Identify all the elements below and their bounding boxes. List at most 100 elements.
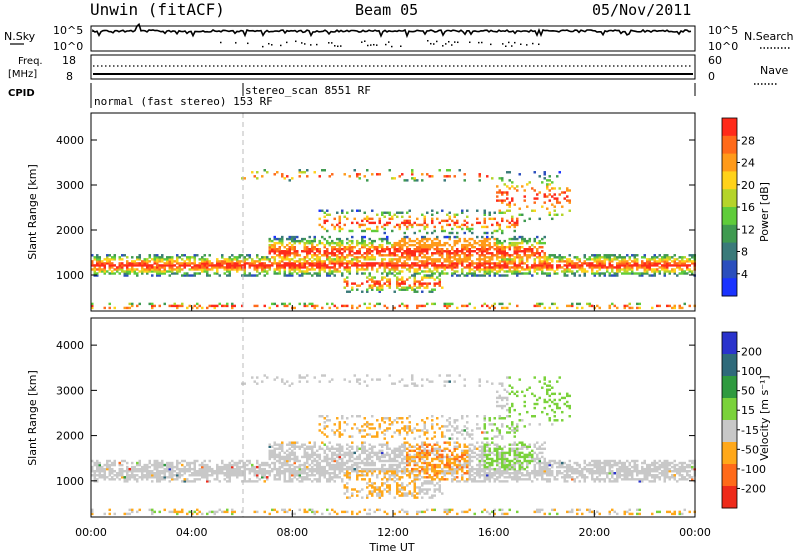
- velocity-cell: [303, 443, 306, 446]
- velocity-cell: [341, 447, 344, 451]
- power-cell: [418, 243, 421, 247]
- power-cell: [423, 227, 426, 231]
- velocity-cell: [351, 435, 354, 438]
- velocity-cell: [303, 467, 306, 471]
- velocity-cell: [351, 459, 354, 463]
- power-cell: [468, 241, 471, 245]
- velocity-cell: [156, 463, 159, 467]
- velocity-cell: [283, 478, 286, 481]
- velocity-cell: [298, 374, 301, 377]
- power-cell: [411, 286, 414, 289]
- velocity-cell: [288, 384, 291, 387]
- power-cell: [211, 262, 214, 265]
- power-cell: [401, 239, 404, 243]
- power-cell: [628, 272, 631, 275]
- velocity-cell: [126, 474, 129, 477]
- power-cell: [301, 272, 304, 275]
- power-cell: [373, 248, 376, 251]
- velocity-cell: [413, 467, 416, 471]
- power-cell: [493, 211, 496, 214]
- power-cell: [448, 262, 451, 265]
- velocity-cell: [378, 457, 381, 461]
- power-cell: [483, 231, 486, 235]
- power-cell: [673, 268, 676, 271]
- velocity-cell: [201, 465, 204, 469]
- power-cell: [541, 205, 544, 208]
- power-cell: [603, 254, 606, 257]
- velocity-cell: [341, 461, 344, 465]
- power-cell: [238, 266, 241, 269]
- power-cell: [666, 262, 669, 265]
- power-cell: [511, 241, 514, 245]
- velocity-cell: [256, 474, 259, 477]
- figure-title: Unwin (fitACF): [90, 0, 225, 19]
- power-cell: [413, 252, 416, 255]
- power-cell: [361, 241, 364, 245]
- power-cell: [458, 225, 461, 229]
- power-cell: [516, 274, 519, 277]
- power-cell: [376, 245, 379, 249]
- power-cell: [503, 248, 506, 251]
- power-cell: [388, 286, 391, 289]
- power-cell: [436, 252, 439, 255]
- velocity-cell: [276, 376, 279, 379]
- velocity-cell: [326, 463, 329, 467]
- velocity-cell: [316, 467, 319, 471]
- power-cell: [533, 189, 536, 192]
- velocity-cell: [351, 469, 354, 473]
- power-cell: [323, 252, 326, 255]
- velocity-cell: [431, 380, 434, 383]
- power-cell: [206, 260, 209, 263]
- velocity-cell: [113, 512, 116, 516]
- velocity-cell: [286, 463, 289, 467]
- power-cell: [483, 239, 486, 243]
- power-cell: [406, 179, 409, 182]
- power-cell: [621, 262, 624, 265]
- power-cell: [366, 243, 369, 247]
- power-cell: [471, 245, 474, 249]
- power-cell: [358, 304, 361, 308]
- power-cell: [136, 262, 139, 265]
- velocity-cell: [253, 510, 256, 514]
- power-cell: [268, 264, 271, 267]
- power-cell: [553, 256, 556, 259]
- power-cell: [601, 266, 604, 269]
- power-cell: [311, 302, 314, 306]
- power-cell: [648, 266, 651, 269]
- power-cell: [403, 243, 406, 247]
- velocity-cell: [421, 378, 424, 381]
- power-cell: [398, 245, 401, 249]
- power-cell: [356, 209, 359, 212]
- power-cell: [418, 280, 421, 283]
- velocity-cell: [433, 478, 436, 481]
- power-cell: [576, 302, 579, 306]
- power-cell: [448, 252, 451, 255]
- power-cell: [578, 258, 581, 261]
- power-cell: [353, 262, 356, 265]
- power-cell: [441, 286, 444, 289]
- velocity-cell: [371, 378, 374, 381]
- power-cell: [653, 254, 656, 257]
- power-cell: [348, 248, 351, 251]
- velocity-cell: [401, 469, 404, 473]
- power-cell: [298, 169, 301, 172]
- power-cell: [338, 221, 341, 225]
- power-cell: [476, 258, 479, 261]
- power-cell: [606, 268, 609, 271]
- power-cell: [468, 256, 471, 259]
- velocity-cell: [176, 474, 179, 477]
- power-cell: [441, 248, 444, 251]
- power-cell: [488, 266, 491, 269]
- velocity-cell: [171, 469, 174, 473]
- velocity-cell: [441, 467, 444, 471]
- velocity-cell: [201, 461, 204, 465]
- power-cell: [453, 270, 456, 273]
- power-cell: [421, 270, 424, 273]
- power-cell: [556, 266, 559, 269]
- power-cell: [138, 258, 141, 261]
- velocity-cell: [278, 453, 281, 457]
- velocity-cell: [426, 451, 429, 455]
- power-cell: [208, 262, 211, 265]
- power-cell: [336, 237, 339, 241]
- power-cell: [436, 270, 439, 273]
